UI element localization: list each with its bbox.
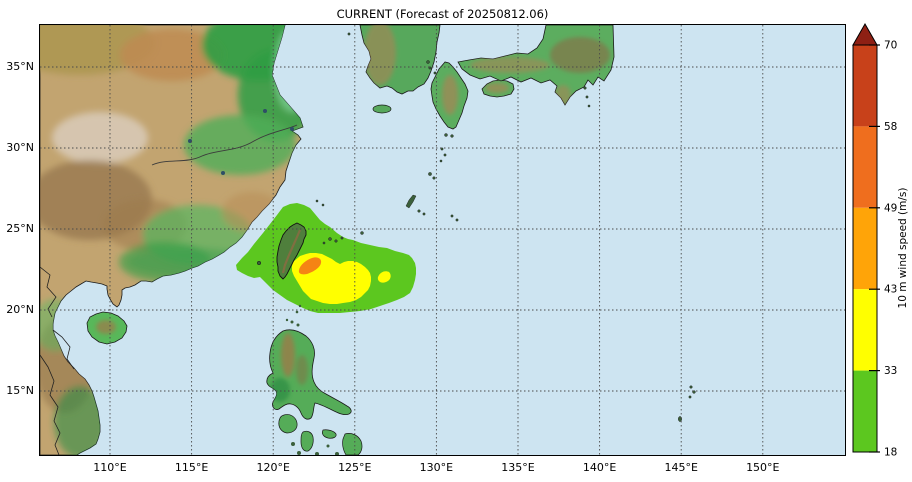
colorbar-seg-33-43: [853, 289, 877, 371]
colorbar-tick-label: 43: [884, 284, 897, 296]
wind-overlay-mid-patch: [377, 271, 391, 283]
lon-tick-label: 110°E: [93, 461, 127, 474]
tsushima-island: [426, 60, 430, 64]
hainan-island: [86, 311, 128, 345]
plot-area: [39, 24, 846, 456]
colorbar-axis-label: 10 m wind speed (m/s): [897, 188, 909, 309]
colorbar-tick-label: 33: [884, 365, 897, 377]
lat-tick-label: 20°N: [6, 303, 34, 316]
lon-tick-label: 115°E: [174, 461, 209, 474]
page-title: CURRENT (Forecast of 20250812.06): [336, 7, 549, 21]
map-svg: [40, 25, 845, 455]
philippines-islands: [266, 304, 363, 455]
colorbar-seg-18-33: [853, 370, 877, 452]
colorbar-arrow: [852, 22, 878, 46]
lat-tick-label: 30°N: [6, 141, 34, 154]
lon-tick-label: 125°E: [338, 461, 372, 474]
wind-overlay-high: [298, 257, 322, 275]
colorbar: 70 58 49 43 33 18 10 m wind speed (m/s): [852, 22, 909, 459]
mariana-islands: [689, 385, 693, 389]
colorbar-tick-label: 18: [884, 447, 897, 459]
lon-tick-label: 135°E: [501, 461, 535, 474]
colorbar-tick-marks: [869, 44, 880, 453]
okinawa-island: [405, 194, 417, 209]
colorbar-tick-label: 49: [884, 202, 897, 214]
lon-tick-label: 120°E: [256, 461, 290, 474]
samar-island: [342, 433, 363, 455]
izu-islands: [583, 86, 587, 90]
lon-tick-label: 150°E: [746, 461, 780, 474]
mindoro-island: [278, 414, 298, 434]
lat-tick-label: 25°N: [6, 222, 34, 235]
jeju-island: [372, 104, 392, 114]
lon-tick-label: 130°E: [419, 461, 454, 474]
japan-islands: [430, 25, 615, 130]
lat-tick-label: 35°N: [6, 60, 34, 73]
penghu-islands: [256, 260, 262, 266]
small-philippine-islands: [285, 304, 339, 455]
korea-peninsula: [359, 25, 441, 114]
colorbar-seg-49-58: [853, 126, 877, 208]
colorbar-tick-label: 70: [884, 40, 897, 52]
panay-island: [300, 430, 314, 452]
lakes: [188, 109, 294, 175]
yangtze-river: [151, 124, 298, 166]
colorbar-tick-label: 58: [884, 121, 897, 133]
lon-tick-label: 145°E: [664, 461, 698, 474]
taiwan-island: [256, 222, 307, 280]
lon-tick-label: 140°E: [582, 461, 617, 474]
japan-terrain-shading: [442, 37, 610, 115]
taiwan-ridge: [281, 229, 302, 274]
lat-tick-label: 15°N: [6, 384, 34, 397]
colorbar-seg-58-70: [853, 45, 877, 127]
colorbar-outline: [852, 44, 878, 453]
colorbar-seg-43-49: [853, 207, 877, 290]
wind-overlay: [236, 203, 416, 313]
small-islands: [315, 32, 696, 422]
masbate-island: [322, 429, 337, 439]
